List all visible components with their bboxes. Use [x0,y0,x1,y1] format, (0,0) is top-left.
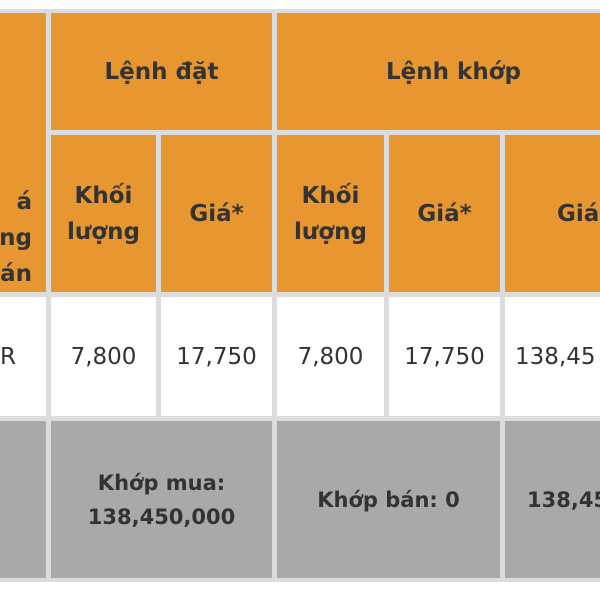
row-dat-gia: 17,750 [161,297,272,416]
row-khop-khoi-luong: 7,800 [277,297,384,416]
header-dat-gia: Giá* [161,135,272,292]
row-khop-gia: 17,750 [389,297,500,416]
row-dat-khoi-luong: 7,800 [51,297,156,416]
summary-total: 138,45 [505,421,600,578]
header-col0-line3: án [0,261,32,287]
summary-khop-mua: Khớp mua: 138,450,000 [51,421,272,578]
header-lenh-khop: Lệnh khớp [277,13,600,130]
header-khop-gia: Giá* [389,135,500,292]
summary-khop-mua-label: Khớp mua: [97,470,226,495]
header-col0-line1: á [16,189,32,215]
summary-col0 [0,421,46,578]
summary-khop-mua-value: 138,450,000 [87,504,236,529]
header-lenh-dat: Lệnh đặt [51,13,272,130]
header-col0-line2: ng [0,225,32,251]
header-khop-gia-tri: Giá [505,135,600,292]
summary-khop-ban: Khớp bán: 0 [277,421,500,578]
header-khop-khoi-luong: Khối lượng [277,135,384,292]
row-col0: R [0,297,46,416]
header-dat-khoi-luong: Khối lượng [51,135,156,292]
header-col0: á ng án [0,13,46,292]
row-khop-gia-tri: 138,45 [505,297,600,416]
